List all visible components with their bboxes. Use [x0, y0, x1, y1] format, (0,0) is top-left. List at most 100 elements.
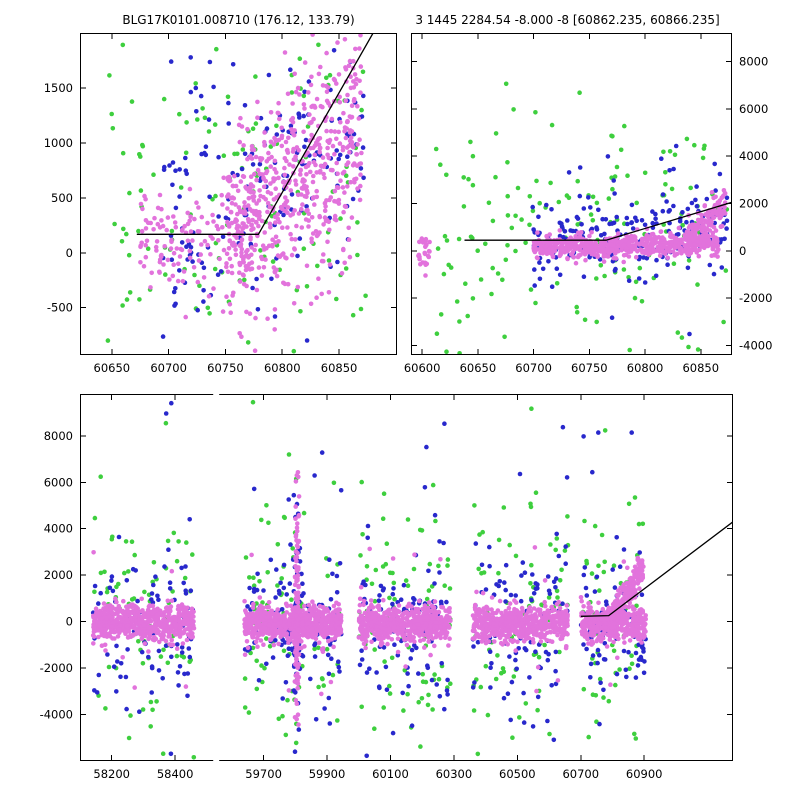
magenta-point — [276, 621, 282, 626]
magenta-point — [720, 211, 725, 217]
green-point — [121, 226, 126, 232]
magenta-point — [241, 256, 246, 262]
magenta-point — [195, 279, 201, 285]
blue-point — [167, 163, 172, 168]
green-point — [438, 162, 443, 167]
magenta-point — [211, 286, 216, 291]
blue-point — [166, 547, 171, 552]
magenta-point — [306, 224, 311, 229]
magenta-point — [711, 252, 717, 258]
magenta-point — [160, 636, 166, 642]
magenta-point — [690, 237, 696, 243]
magenta-point — [242, 204, 247, 209]
magenta-point — [558, 249, 563, 254]
blue-point — [357, 662, 363, 668]
magenta-point — [299, 185, 305, 191]
magenta-point — [272, 269, 278, 275]
blue-point — [345, 154, 350, 159]
magenta-point — [154, 239, 160, 244]
magenta-point — [325, 145, 330, 151]
green-point — [546, 595, 552, 600]
green-point — [493, 676, 499, 682]
magenta-point — [349, 103, 355, 108]
magenta-point — [181, 269, 187, 274]
magenta-point — [386, 627, 392, 632]
magenta-point — [260, 632, 266, 637]
magenta-point — [257, 595, 263, 600]
green-point — [444, 238, 450, 243]
magenta-point — [282, 208, 288, 214]
magenta-point — [412, 639, 417, 644]
magenta-point — [637, 242, 642, 247]
green-point — [700, 155, 706, 161]
magenta-point — [330, 167, 335, 173]
magenta-point — [547, 232, 552, 237]
magenta-point — [309, 215, 315, 220]
blue-point — [114, 643, 119, 649]
magenta-point — [320, 646, 326, 651]
magenta-point — [422, 645, 427, 650]
magenta-point — [169, 637, 174, 643]
magenta-point — [295, 712, 301, 717]
magenta-point — [258, 193, 263, 199]
magenta-point — [296, 474, 301, 480]
magenta-point — [243, 610, 249, 615]
green-point — [126, 569, 131, 574]
green-point — [509, 225, 515, 231]
magenta-point — [248, 188, 253, 193]
magenta-point — [147, 633, 153, 639]
green-point — [723, 268, 729, 273]
green-point — [625, 173, 630, 178]
green-point — [158, 654, 164, 659]
magenta-point — [94, 628, 100, 633]
green-point — [109, 111, 114, 117]
magenta-point — [285, 281, 291, 287]
blue-point — [694, 204, 700, 209]
magenta-point — [351, 79, 356, 84]
magenta-point — [342, 37, 348, 42]
green-point — [420, 679, 426, 684]
magenta-point — [293, 479, 299, 484]
magenta-point — [263, 178, 269, 184]
magenta-point — [180, 630, 186, 636]
green-point — [500, 277, 505, 283]
magenta-point — [256, 223, 261, 229]
magenta-point — [285, 147, 290, 153]
green-point — [405, 691, 410, 697]
blue-point — [179, 565, 184, 571]
magenta-point — [687, 223, 693, 229]
green-point — [470, 182, 476, 188]
blue-point — [220, 234, 226, 239]
magenta-point — [290, 149, 296, 154]
green-point — [98, 570, 104, 576]
magenta-point — [142, 193, 147, 199]
magenta-point — [427, 239, 432, 245]
magenta-point — [297, 92, 302, 97]
magenta-point — [421, 625, 427, 631]
magenta-point — [381, 621, 387, 627]
green-point — [574, 310, 580, 315]
magenta-point — [131, 623, 136, 628]
blue-point — [687, 331, 692, 337]
magenta-point — [246, 219, 251, 225]
magenta-point — [402, 610, 407, 616]
magenta-point — [356, 609, 362, 614]
magenta-point — [320, 605, 326, 610]
magenta-point — [605, 249, 610, 255]
magenta-point — [432, 599, 438, 604]
magenta-point — [313, 229, 319, 234]
magenta-point — [302, 644, 307, 649]
magenta-point — [363, 633, 369, 638]
blue-point — [442, 421, 447, 427]
blue-point — [359, 648, 364, 653]
magenta-point — [571, 245, 577, 250]
blue-point — [288, 123, 294, 129]
magenta-point — [281, 630, 286, 636]
green-point — [671, 261, 677, 267]
magenta-point — [291, 157, 297, 162]
magenta-point — [175, 278, 181, 284]
green-point — [247, 575, 252, 580]
magenta-point — [623, 252, 629, 258]
blue-point — [250, 162, 256, 167]
green-point — [533, 300, 538, 306]
